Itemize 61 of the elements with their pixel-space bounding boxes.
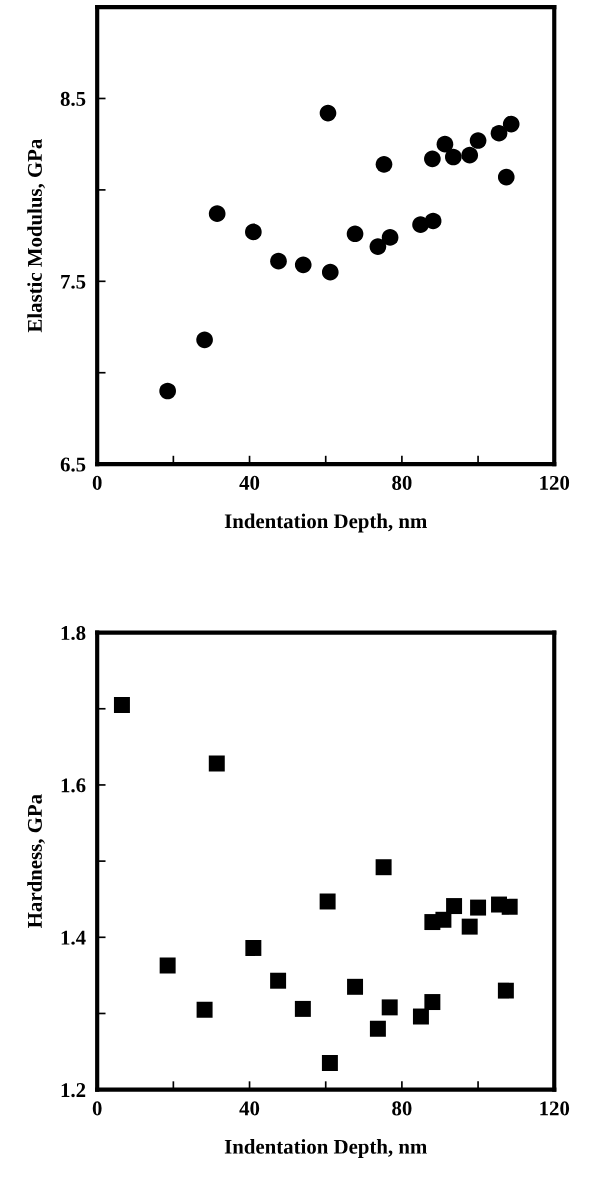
- y-tick-label: 7.5: [61, 274, 86, 289]
- x-tick-label: 80: [392, 475, 412, 490]
- point: [196, 1001, 213, 1018]
- point: [444, 148, 462, 166]
- point: [412, 1008, 429, 1025]
- point: [196, 331, 213, 349]
- point: [159, 957, 176, 974]
- point: [502, 115, 520, 133]
- point: [381, 999, 398, 1016]
- point: [424, 212, 442, 230]
- point: [375, 155, 393, 173]
- point: [347, 978, 364, 995]
- point: [321, 1055, 338, 1071]
- point: [501, 898, 518, 915]
- point: [381, 229, 399, 246]
- x-tick-label: 80: [392, 1101, 412, 1116]
- point: [435, 911, 452, 928]
- point: [375, 859, 392, 876]
- y-tick-label: 1.2: [61, 1083, 86, 1098]
- y-tick-label: 1.8: [61, 625, 86, 641]
- point: [497, 168, 515, 186]
- x-tick-label: 0: [92, 1101, 102, 1116]
- point: [245, 223, 262, 241]
- point: [270, 972, 287, 989]
- point: [490, 124, 508, 142]
- point: [369, 1020, 386, 1037]
- point: [321, 263, 339, 281]
- x-tick-label: 120: [540, 475, 570, 490]
- point: [461, 146, 479, 164]
- x-tick-label: 0: [92, 475, 102, 490]
- point: [424, 994, 441, 1011]
- point: [497, 982, 514, 999]
- point: [461, 918, 478, 935]
- point: [245, 939, 262, 956]
- x-axis-title: Indentation Depth, nm: [224, 513, 427, 533]
- y-axis-title: Elastic Modulus, GPa: [27, 138, 45, 333]
- x-axis-title: Indentation Depth, nm: [224, 1139, 427, 1158]
- y-tick-label: 1.6: [61, 778, 86, 793]
- point: [294, 1000, 311, 1017]
- x-tick-label: 120: [540, 1101, 570, 1116]
- point: [294, 256, 312, 274]
- x-tick-label: 40: [239, 475, 260, 490]
- point: [113, 696, 130, 713]
- point: [436, 135, 454, 153]
- point: [208, 205, 226, 222]
- point: [369, 238, 387, 255]
- point: [469, 132, 487, 149]
- y-tick-label: 8.5: [60, 91, 86, 107]
- y-tick-label: 1.4: [61, 930, 86, 945]
- point: [470, 899, 487, 916]
- point: [159, 382, 176, 400]
- y-axis-title: Hardness, GPa: [27, 794, 45, 928]
- point: [319, 104, 337, 122]
- x-tick-label: 40: [239, 1101, 260, 1116]
- y-tick-label: 6.5: [60, 457, 86, 472]
- point: [346, 225, 364, 243]
- point: [446, 898, 463, 915]
- point: [270, 252, 287, 270]
- point: [319, 893, 336, 910]
- point: [208, 755, 225, 772]
- point: [424, 150, 441, 168]
